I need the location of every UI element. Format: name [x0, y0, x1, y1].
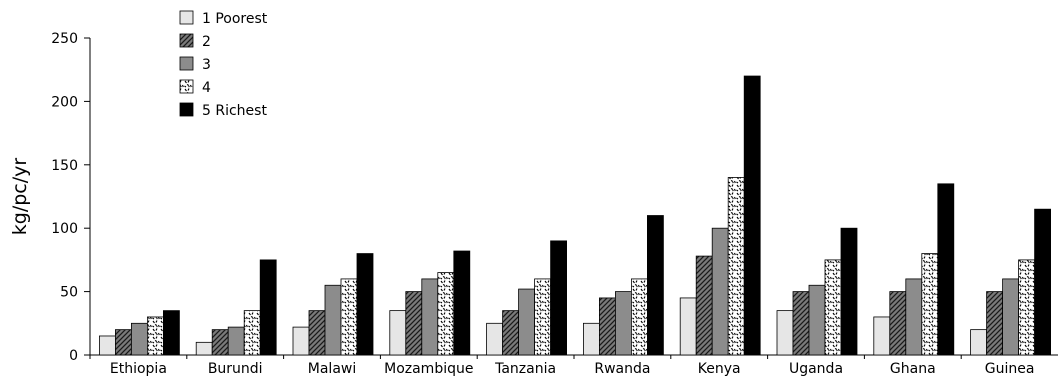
bar-burundi-series-4: [243, 310, 261, 356]
bar-burundi-series-3: [227, 326, 245, 356]
bar-rwanda-series-1: [583, 322, 600, 356]
legend-label: 1 Poorest: [202, 11, 268, 27]
bar-guinea-series-5: [1034, 208, 1051, 356]
bar-kenya-series-4: [727, 177, 745, 356]
x-tick-label: Malawi: [308, 361, 356, 377]
bar-uganda-series-1: [776, 310, 794, 356]
bar-malawi-series-1: [292, 326, 310, 356]
bar-rwanda-series-3: [615, 291, 632, 356]
x-tick-label: Mozambique: [384, 361, 473, 377]
y-tick-label: 100: [51, 221, 78, 237]
bar-rwanda-series-2: [599, 297, 616, 356]
bar-mozambique-series-4: [437, 272, 455, 356]
bar-ghana-series-4: [921, 253, 939, 356]
bar-ghana-series-1: [873, 316, 891, 356]
x-tick-label: Tanzania: [494, 361, 556, 377]
x-tick-label: Kenya: [698, 361, 741, 377]
bar-malawi-series-3: [324, 284, 342, 356]
bar-mozambique-series-1: [389, 310, 407, 356]
bar-tanzania-series-2: [502, 310, 520, 356]
bar-tanzania-series-5: [550, 240, 567, 356]
bar-ethiopia-series-5: [162, 310, 180, 356]
bar-uganda-series-2: [792, 291, 810, 356]
legend-swatch: [179, 102, 194, 117]
bar-ghana-series-2: [889, 291, 907, 356]
x-tick-label: Ethiopia: [110, 361, 167, 377]
bar-mozambique-series-2: [405, 291, 423, 356]
bar-malawi-series-5: [356, 253, 374, 356]
bar-ethiopia-series-1: [99, 335, 116, 356]
bar-mozambique-series-5: [453, 250, 471, 356]
x-tick-label: Rwanda: [594, 361, 650, 377]
bar-mozambique-series-3: [421, 278, 439, 356]
legend-swatch: [179, 79, 194, 94]
bar-burundi-series-1: [195, 341, 213, 356]
bar-rwanda-series-5: [647, 215, 664, 356]
x-tick-label: Guinea: [985, 361, 1035, 377]
bar-kenya-series-5: [743, 75, 761, 356]
x-tick-label: Burundi: [208, 361, 263, 377]
bar-ethiopia-series-3: [130, 322, 148, 356]
y-tick-label: 200: [51, 94, 78, 110]
legend-label: 5 Richest: [202, 103, 267, 119]
bar-guinea-series-4: [1018, 259, 1035, 356]
legend-label: 3: [202, 57, 211, 73]
x-tick-labels: Ethiopia Burundi Malawi Mozambique Tanzania R…: [89, 355, 1035, 377]
y-tick-label: 150: [51, 158, 78, 174]
bar-ghana-series-3: [905, 278, 923, 356]
bar-ethiopia-series-2: [115, 329, 132, 356]
bar-tanzania-series-3: [518, 288, 535, 356]
y-tick-label: 250: [51, 31, 78, 47]
legend-swatch: [179, 56, 194, 71]
bar-uganda-series-4: [824, 259, 842, 356]
legend-label: 4: [202, 80, 211, 96]
bar-ghana-series-5: [937, 183, 955, 356]
y-axis-label: kg/pc/yr: [9, 158, 31, 236]
bar-burundi-series-5: [259, 259, 277, 356]
x-tick-label: Ghana: [890, 361, 936, 377]
y-tick-label: 0: [69, 348, 78, 364]
bar-tanzania-series-1: [486, 322, 504, 356]
bar-guinea-series-1: [970, 329, 987, 356]
bar-kenya-series-2: [695, 255, 713, 356]
x-tick-label: Uganda: [789, 361, 843, 377]
bar-kenya-series-1: [679, 297, 697, 356]
legend-label: 2: [202, 34, 211, 50]
legend: 1 Poorest 2 3 4 5 Richest: [179, 10, 268, 119]
bar-kenya-series-3: [711, 227, 729, 356]
y-tick-label: 50: [60, 285, 78, 301]
bar-uganda-series-3: [808, 284, 826, 356]
bar-rwanda-series-4: [631, 278, 648, 356]
legend-swatch: [179, 10, 194, 25]
bar-guinea-series-3: [1002, 278, 1019, 356]
bar-guinea-series-2: [986, 291, 1003, 356]
bar-malawi-series-4: [340, 278, 358, 356]
bar-tanzania-series-4: [534, 278, 551, 356]
bar-malawi-series-2: [308, 310, 326, 356]
bar-ethiopia-series-4: [146, 316, 164, 356]
bar-uganda-series-5: [840, 227, 858, 356]
bar-burundi-series-2: [211, 329, 229, 356]
bars: [99, 75, 1051, 356]
legend-swatch: [179, 33, 194, 48]
